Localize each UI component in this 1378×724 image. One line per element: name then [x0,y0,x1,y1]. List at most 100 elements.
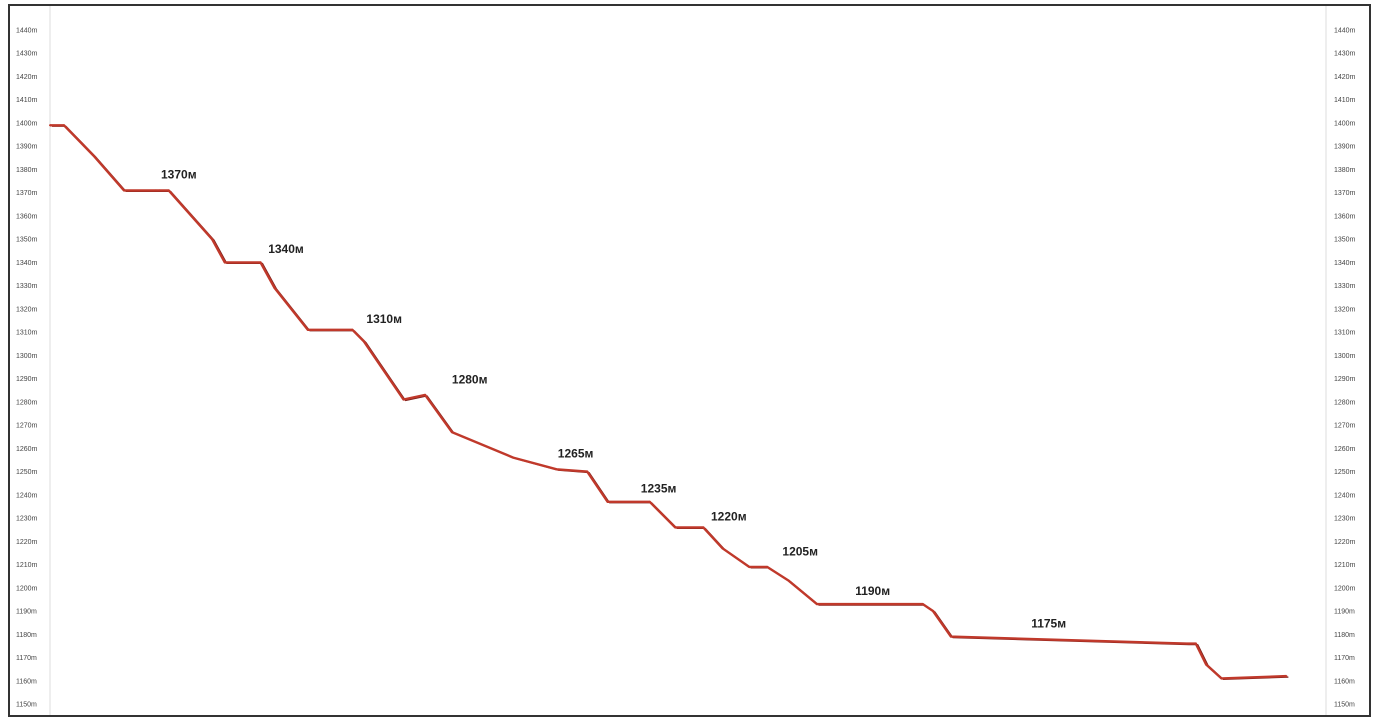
elevation-point [123,189,125,192]
y-tick-label-left: 1360m [16,213,38,220]
elevation-point [921,603,924,606]
y-tick-label-right: 1220m [1334,539,1356,546]
y-tick-label-right: 1340m [1334,260,1356,267]
elevation-point [787,579,790,582]
plateau-label: 1265м [558,447,594,461]
y-tick-label-left: 1160m [16,678,37,685]
y-tick-label-right: 1270m [1334,423,1356,430]
y-tick-label-right: 1210m [1334,562,1356,569]
y-tick-label-right: 1240m [1334,492,1356,499]
y-tick-label-right: 1290m [1334,376,1356,383]
plateau-labels: 1370м 1340м 1310м 1280м 1265м 1235м 1220м 1205м… [161,168,1066,631]
elevation-point [512,456,515,459]
elevation-point [766,565,769,568]
y-tick-label-left: 1230m [16,516,38,523]
y-tick-label-right: 1420m [1334,74,1356,81]
plateau-label: 1280м [452,372,488,386]
elevation-point [1185,642,1188,645]
plateau-label: 1310м [366,312,402,326]
y-tick-label-right: 1380m [1334,167,1356,174]
elevation-point [351,328,354,331]
elevation-point [586,470,589,473]
y-tick-label-left: 1370m [16,190,38,197]
y-tick-label-left: 1430m [16,51,38,58]
y-tick-label-left: 1390m [16,144,38,151]
y-tick-label-left: 1180m [16,632,37,639]
elevation-point [748,565,751,568]
y-tick-label-left: 1340m [16,260,38,267]
y-tick-label-right: 1300m [1334,353,1356,360]
elevation-point [306,328,309,331]
y-tick-label-left: 1420m [16,74,38,81]
y-tick-label-right: 1440m [1334,28,1356,35]
elevation-point [1205,663,1208,666]
y-tick-label-left: 1270m [16,423,38,430]
elevation-point [852,603,855,606]
elevation-point [63,124,65,127]
elevation-point [362,340,365,343]
y-tick-label-right: 1390m [1334,144,1356,151]
elevation-point [1220,677,1223,680]
y-tick-label-right: 1260m [1334,446,1356,453]
elevation-point [555,468,558,471]
elevation-point [1285,675,1288,678]
elevation-point [843,603,846,606]
y-tick-label-left: 1410m [16,97,38,104]
plateau-label: 1175м [1031,616,1066,630]
y-tick-label-right: 1410m [1334,97,1356,104]
y-tick-label-left: 1320m [16,306,38,313]
y-tick-label-left: 1210m [16,562,38,569]
y-tick-label-right: 1230m [1334,516,1356,523]
elevation-point [1194,642,1197,645]
elevation-point [702,526,705,529]
y-tick-label-left: 1290m [16,376,38,383]
elevation-point [223,261,226,264]
right-y-axis: 1150m 1160m 1170m 1180m 1190m 1200m 1210m 1220m… [1334,28,1356,709]
plateau-label: 1235м [641,482,677,496]
y-tick-label-right: 1320m [1334,306,1356,313]
y-tick-label-left: 1280m [16,399,38,406]
y-tick-label-right: 1250m [1334,469,1356,476]
elevation-point [648,500,651,503]
y-tick-label-left: 1190m [16,609,37,616]
y-tick-label-right: 1160m [1334,678,1355,685]
y-tick-label-right: 1350m [1334,237,1356,244]
elevation-series [49,124,1289,681]
plateau-label: 1205м [782,544,818,558]
y-tick-label-left: 1170m [16,655,37,662]
plateau-label: 1220м [711,509,747,523]
y-tick-label-right: 1200m [1334,585,1356,592]
y-tick-label-right: 1280m [1334,399,1356,406]
elevation-point [154,189,157,192]
y-tick-label-right: 1370m [1334,190,1356,197]
y-tick-label-left: 1220m [16,539,38,546]
plot-frame [8,4,1371,717]
elevation-point [450,431,453,434]
y-tick-label-left: 1400m [16,120,38,127]
y-tick-label-right: 1180m [1334,632,1355,639]
elevation-point [402,398,405,401]
elevation-point [674,526,677,529]
y-tick-label-left: 1380m [16,167,38,174]
elevation-point [49,124,51,127]
y-tick-label-right: 1360m [1334,213,1356,220]
plateau-label: 1340м [268,242,304,256]
elevation-point [721,547,724,550]
plateau-label: 1370м [161,168,197,182]
elevation-point [606,500,609,503]
left-y-axis: 1150m 1160m 1170m 1180m 1190m 1200m 1210m 1220m… [16,28,38,709]
elevation-point [167,189,170,192]
y-tick-label-right: 1150m [1334,702,1355,709]
y-tick-label-right: 1170m [1334,655,1355,662]
y-tick-label-right: 1330m [1334,283,1356,290]
elevation-point [259,261,262,264]
elevation-point [158,189,161,192]
y-tick-label-right: 1190m [1334,609,1355,616]
y-tick-label-left: 1240m [16,492,38,499]
y-tick-label-right: 1310m [1334,330,1356,337]
y-tick-label-left: 1200m [16,585,38,592]
y-tick-label-left: 1260m [16,446,38,453]
y-tick-label-left: 1310m [16,330,38,337]
